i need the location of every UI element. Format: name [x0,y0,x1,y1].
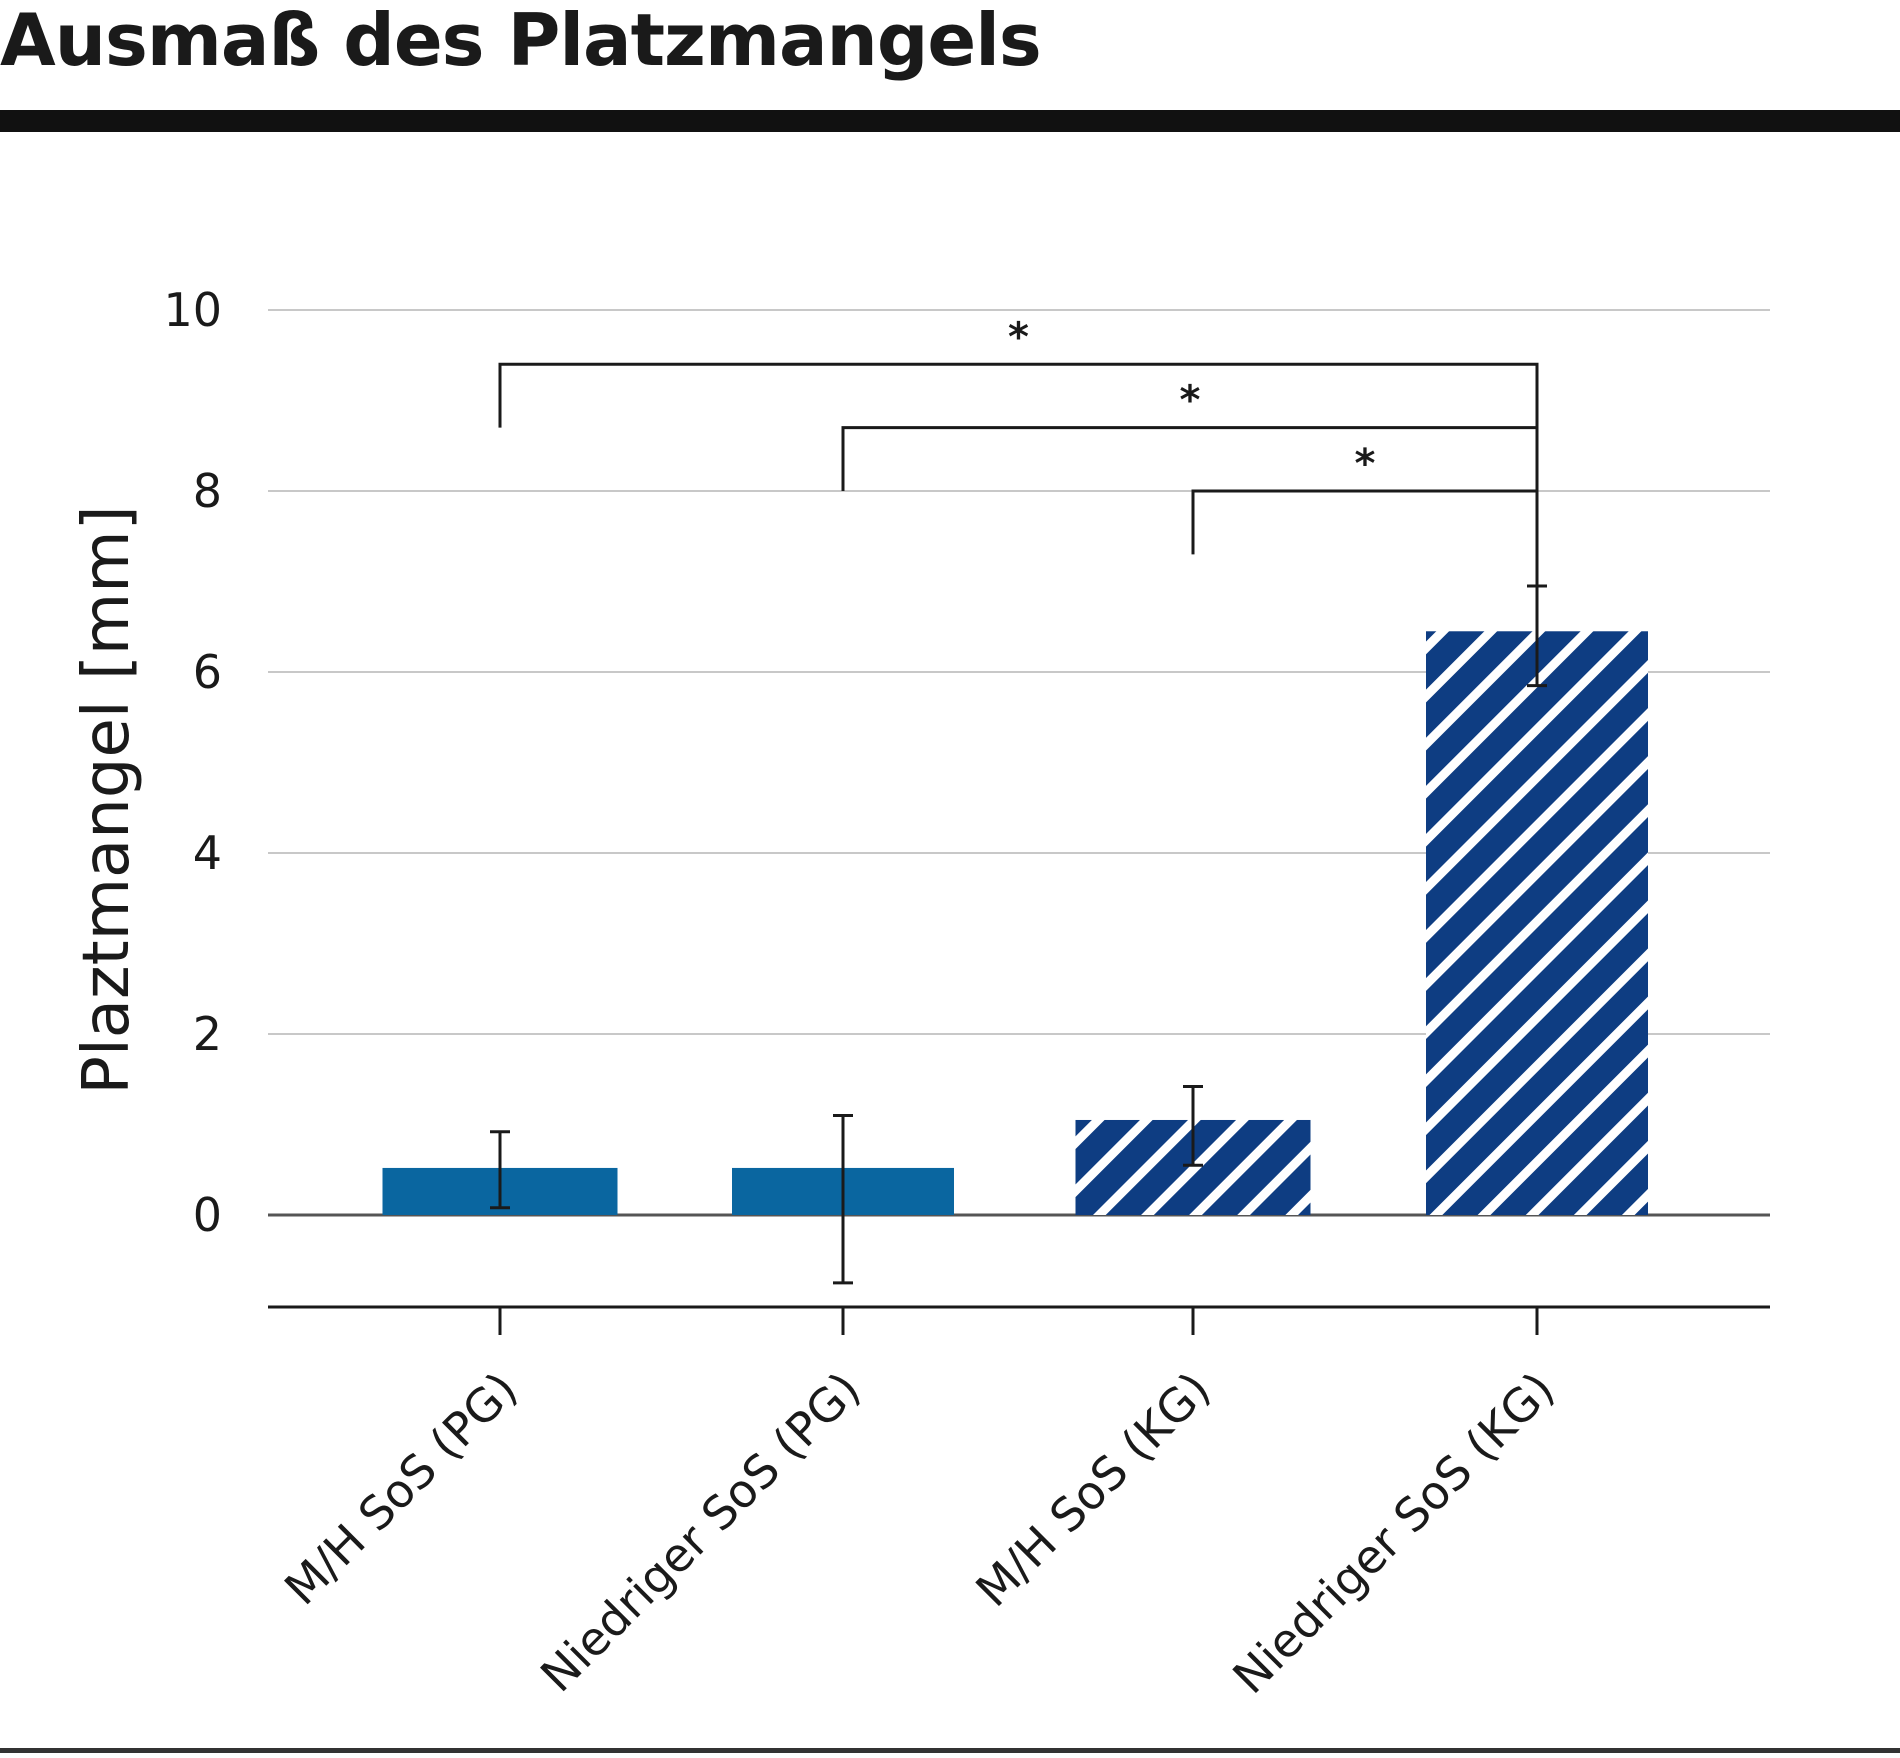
significance-bracket-1 [498,362,1539,654]
significance-brackets: * * * [498,314,1539,654]
significance-star: * [1008,314,1029,360]
bar-4 [1426,631,1648,1215]
bottom-rule [0,1748,1900,1753]
x-category-label: M/H SoS (PG) [274,1362,528,1616]
y-tick-label: 4 [193,826,222,880]
y-tick-label: 2 [193,1007,222,1061]
x-category-label: Niedriger SoS (PG) [530,1362,871,1703]
significance-star: * [1180,378,1201,424]
y-tick-label: 8 [193,464,222,518]
bars [382,631,1648,1215]
y-tick-label: 6 [193,645,222,699]
title-rule [0,110,1900,132]
y-tick-label: 10 [163,283,222,337]
x-category-label: Niedriger SoS (KG) [1222,1362,1564,1704]
y-tick-label: 0 [193,1188,222,1242]
significance-bracket-3 [1191,489,1539,654]
x-category-label: M/H SoS (KG) [965,1362,1220,1617]
significance-star: * [1355,441,1376,487]
significance-bracket-2 [841,426,1539,654]
page-title: Ausmaß des Platzmangels [0,0,1042,82]
y-axis-title: Plaztmangel [mm] [70,505,144,1094]
error-bars [490,584,1547,1285]
